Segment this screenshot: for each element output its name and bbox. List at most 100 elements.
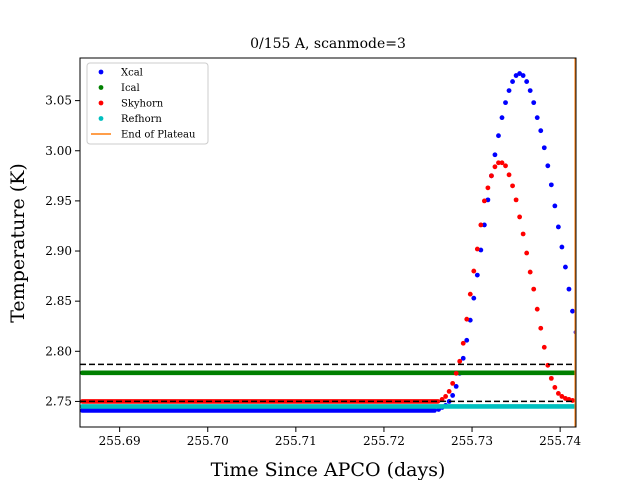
series-skyhorn-point: [464, 316, 470, 322]
legend-swatch-marker: [98, 69, 104, 75]
series-xcal-point: [552, 203, 558, 209]
legend-swatch-marker: [98, 100, 104, 106]
series-skyhorn-point: [450, 380, 456, 386]
series-skyhorn-point: [524, 250, 530, 256]
series-skyhorn-point: [467, 291, 473, 297]
x-tick-label: 255.69: [99, 434, 141, 448]
legend-entry-xcal: Xcal: [98, 68, 143, 79]
series-xcal-point: [570, 308, 575, 314]
y-tick-label: 2.80: [45, 344, 72, 358]
legend-swatch-marker: [98, 116, 104, 121]
series-skyhorn-point: [559, 394, 565, 399]
chart-title: 0/155 A, scanmode=3: [250, 36, 406, 52]
series-skyhorn-point: [552, 384, 558, 390]
y-tick-label: 2.85: [45, 294, 72, 308]
series-skyhorn-point: [538, 325, 544, 331]
series-xcal-point: [559, 244, 565, 250]
plot-clip-group: [80, 58, 576, 427]
series-skyhorn-point: [446, 389, 452, 394]
plot-frame: [79, 57, 577, 428]
legend-swatch-marker: [98, 85, 104, 90]
series-xcal-point: [517, 71, 523, 76]
legend-box: [86, 62, 209, 145]
axes: 255.69 255.70 255.71 255.72 255.73 255.74 2.75…: [45, 57, 581, 448]
series-skyhorn-point: [527, 269, 533, 275]
series-skyhorn-point: [460, 340, 466, 346]
legend-label: Ical: [121, 83, 140, 94]
series-xcal-point: [534, 115, 540, 121]
series-xcal-baseline: [80, 408, 437, 413]
series-skyhorn-point: [503, 163, 508, 169]
series-xcal-point: [548, 182, 554, 188]
series-skyhorn-point: [489, 173, 494, 179]
series-skyhorn-point: [471, 268, 477, 274]
series-xcal-point: [506, 88, 512, 93]
series-xcal-point: [481, 222, 487, 228]
x-tick-label: 255.70: [187, 434, 229, 448]
x-tick-label: 255.74: [539, 434, 581, 448]
series-xcal-point: [555, 224, 561, 230]
series-skyhorn-point: [478, 222, 484, 228]
series-xcal-point: [531, 100, 537, 106]
y-axis-label: Temperature (K): [7, 163, 29, 323]
legend-label: Skyhorn: [121, 99, 164, 110]
series-xcal-point: [563, 264, 568, 270]
legend-entry-refhorn: Refhorn: [98, 114, 162, 125]
series-xcal-point: [513, 73, 519, 78]
series-skyhorn-point: [499, 160, 505, 166]
series-xcal-point: [450, 393, 456, 398]
series-skyhorn-point: [439, 397, 445, 402]
x-axis-label: Time Since APCO (days): [211, 459, 446, 480]
series-skyhorn: [80, 160, 576, 404]
legend-label: Refhorn: [121, 114, 162, 125]
y-tick-label: 3.05: [45, 94, 72, 108]
legend-entry-ical: Ical: [98, 83, 140, 94]
series-ical-baseline: [80, 370, 576, 376]
series-refhorn: [80, 404, 576, 409]
series-skyhorn-point: [453, 370, 459, 376]
series-skyhorn-point: [517, 214, 523, 220]
series-skyhorn-point: [520, 231, 526, 237]
series-xcal-point: [464, 337, 470, 343]
series-skyhorn-point: [485, 185, 491, 191]
series-xcal-point: [520, 73, 526, 78]
series-skyhorn-point: [555, 391, 561, 396]
legend: Xcal Ical Skyhorn Refhorn End of Plateau: [86, 62, 209, 145]
series-xcal-point: [460, 355, 466, 361]
series-xcal-point: [541, 145, 547, 151]
y-tick-label: 2.75: [45, 394, 72, 408]
legend-label: Xcal: [121, 68, 143, 79]
legend-label: End of Plateau: [121, 130, 196, 141]
series-skyhorn-point: [510, 183, 515, 189]
series-xcal-point: [471, 295, 477, 301]
series-xcal-point: [545, 163, 551, 169]
series-skyhorn-point: [534, 306, 540, 312]
x-tick-label: 255.71: [275, 434, 317, 448]
series-refhorn-baseline: [80, 404, 576, 409]
series-xcal-point: [496, 133, 501, 139]
y-tick-label: 3.00: [45, 144, 72, 158]
series-skyhorn-point: [443, 394, 449, 399]
series-xcal-point: [527, 88, 533, 93]
series-xcal-point: [492, 152, 498, 158]
series-xcal-point: [474, 272, 480, 278]
legend-entry-skyhorn: Skyhorn: [98, 99, 164, 110]
series-skyhorn-point: [548, 375, 554, 381]
plot-area: [80, 58, 576, 427]
y-tick-label: 2.90: [45, 244, 72, 258]
series-xcal-point: [524, 79, 530, 84]
series-skyhorn-point: [492, 164, 498, 170]
x-tick-label: 255.72: [363, 434, 405, 448]
series-xcal-point: [453, 383, 459, 389]
series-skyhorn-point: [457, 358, 463, 364]
legend-entry-end-of-plateau: End of Plateau: [91, 130, 196, 141]
series-xcal-point: [538, 128, 544, 134]
series-skyhorn-point: [541, 344, 547, 350]
series-skyhorn-point: [496, 160, 501, 166]
series-ical: [80, 370, 576, 376]
series-skyhorn-point: [474, 246, 480, 252]
series-skyhorn-point: [506, 172, 512, 178]
series-xcal-point: [510, 79, 515, 84]
series-skyhorn-point: [531, 286, 537, 292]
